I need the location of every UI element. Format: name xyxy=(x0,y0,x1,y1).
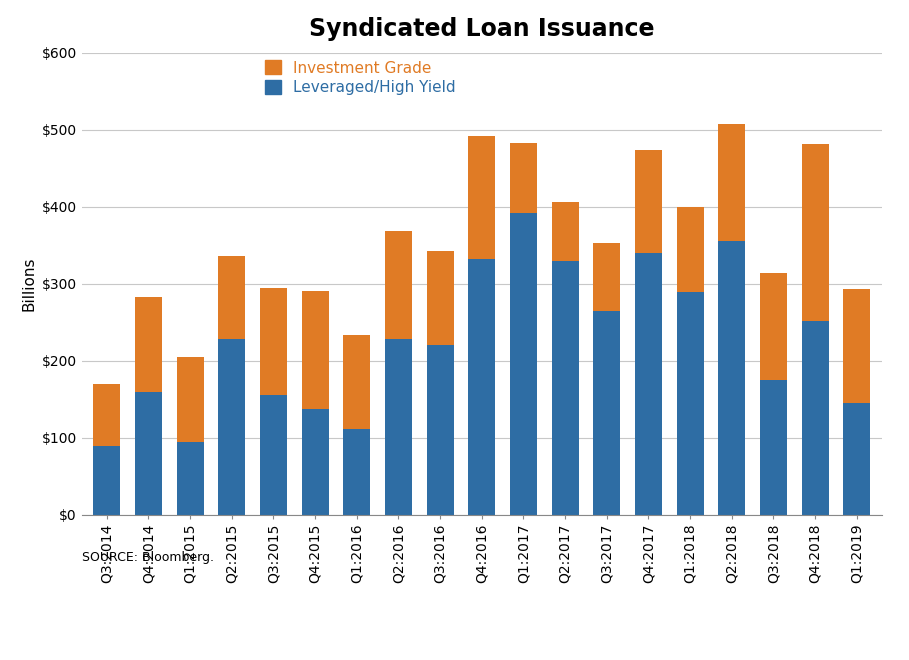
Bar xyxy=(426,345,454,515)
Legend: Investment Grade, Leveraged/High Yield: Investment Grade, Leveraged/High Yield xyxy=(265,61,455,95)
Title: Syndicated Loan Issuance: Syndicated Loan Issuance xyxy=(309,17,654,41)
Bar xyxy=(468,136,495,259)
Bar xyxy=(634,253,662,515)
Bar xyxy=(552,261,579,515)
Bar xyxy=(176,442,204,515)
Bar xyxy=(260,288,287,395)
Bar xyxy=(802,321,829,515)
Text: F: F xyxy=(32,627,45,645)
Bar xyxy=(468,259,495,515)
Bar xyxy=(135,391,162,515)
Bar xyxy=(676,292,704,515)
Bar xyxy=(676,207,704,292)
Bar xyxy=(718,242,745,515)
Bar xyxy=(94,446,120,515)
Bar xyxy=(344,428,370,515)
Bar xyxy=(718,123,745,242)
Bar xyxy=(302,290,329,409)
Bar xyxy=(802,145,829,321)
Bar xyxy=(94,384,120,446)
Text: SOURCE: Bloomberg.: SOURCE: Bloomberg. xyxy=(82,551,214,564)
Bar xyxy=(594,243,620,311)
Bar xyxy=(218,339,245,515)
Bar xyxy=(634,150,662,253)
Bar xyxy=(344,335,370,428)
Text: of: of xyxy=(325,627,343,645)
Bar xyxy=(302,409,329,515)
Bar xyxy=(844,403,870,515)
Bar xyxy=(385,232,412,339)
Bar xyxy=(135,297,162,391)
Bar xyxy=(510,213,537,515)
Bar xyxy=(426,251,454,345)
Bar xyxy=(594,311,620,515)
Text: St. Louis: St. Louis xyxy=(357,627,453,645)
Bar xyxy=(218,256,245,339)
Bar xyxy=(760,273,787,380)
Bar xyxy=(385,339,412,515)
Bar xyxy=(176,357,204,442)
Bar xyxy=(260,395,287,515)
Bar xyxy=(510,143,537,213)
Bar xyxy=(552,202,579,261)
Bar xyxy=(844,289,870,403)
Y-axis label: Billions: Billions xyxy=(21,257,36,311)
Bar xyxy=(760,380,787,515)
Text: Federal Reserve Bank: Federal Reserve Bank xyxy=(32,627,258,645)
